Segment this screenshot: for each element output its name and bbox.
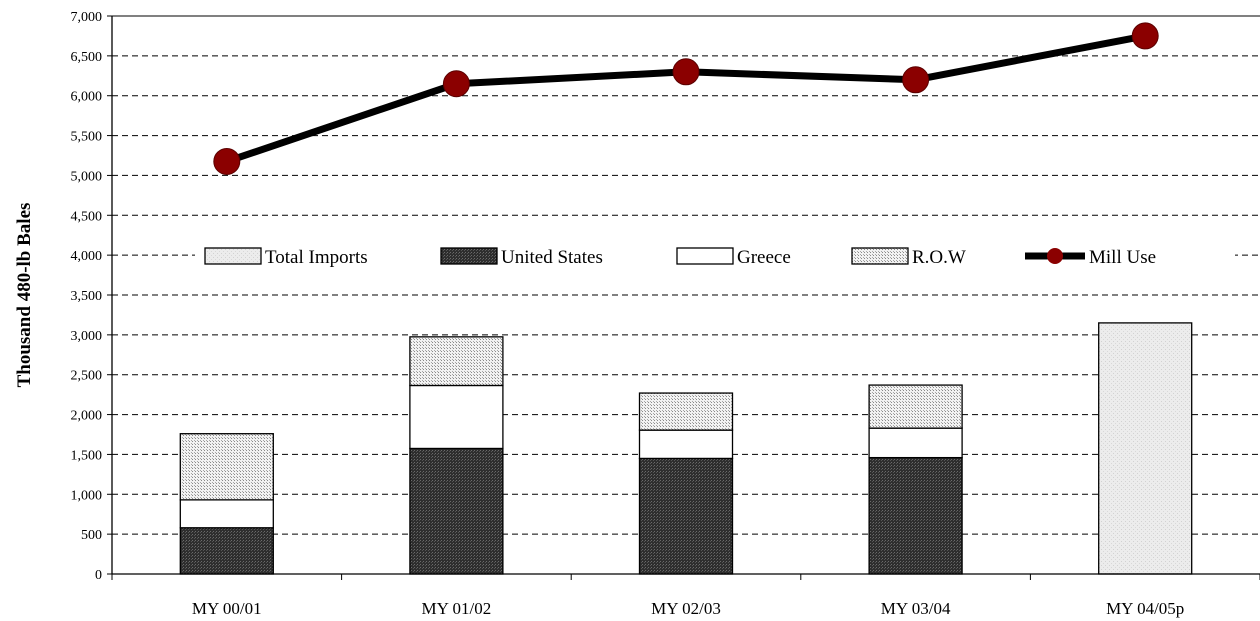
bar-greece-my-01-02: [409, 384, 504, 450]
y-tick-label: 1,000: [71, 488, 103, 503]
mill-use-point-my-01-02: [442, 70, 470, 98]
legend-marker-mill-use: [1047, 248, 1063, 264]
y-axis-title: Thousand 480-lb Bales: [14, 203, 35, 388]
mill-use-line-path: [225, 32, 1146, 165]
bar-united-states-my-02-03: [638, 457, 734, 575]
mill-use-point-my-03-04: [902, 66, 930, 94]
mill-use-point-my-00-01: [213, 147, 241, 175]
y-tick-label: 4,500: [71, 209, 103, 224]
mill-use-point-my-04-05p: [1131, 22, 1159, 50]
y-tick-label: 7,000: [71, 10, 103, 25]
bar-greece-my-00-01: [179, 499, 274, 529]
legend-swatch-greece: [676, 247, 734, 265]
legend-label-r-o-w: R.O.W: [912, 247, 966, 268]
bar-r-o-w-my-03-04: [868, 384, 963, 429]
mill-use-line: [213, 22, 1159, 175]
y-tick-label: 2,500: [71, 369, 103, 384]
y-tick-label: 5,000: [71, 169, 103, 184]
bar-r-o-w-my-02-03: [638, 392, 734, 431]
legend-swatch-total-imports: [204, 247, 262, 265]
y-tick-labels: 0 500 1,000 1,500 2,000 2,500 3,000 3,500 4,000 4…: [71, 10, 103, 583]
bar-greece-my-02-03: [638, 429, 734, 460]
legend-swatch-r-o-w: [851, 247, 909, 265]
legend-swatch-united-states: [440, 247, 498, 265]
bar-united-states-my-01-02: [409, 447, 504, 575]
bar-greece-my-03-04: [868, 427, 963, 459]
bars: [179, 322, 1193, 575]
x-category-label: MY 01/02: [422, 599, 492, 618]
x-category-label: MY 02/03: [651, 599, 721, 618]
y-tick-label: 6,500: [71, 50, 103, 65]
mill-use-point-my-02-03: [672, 58, 700, 86]
y-tick-label: 3,500: [71, 289, 103, 304]
legend-label-total-imports: Total Imports: [265, 247, 368, 268]
x-category-label: MY 03/04: [881, 599, 951, 618]
axes: [107, 15, 1260, 580]
y-tick-label: 3,000: [71, 329, 103, 344]
x-category-labels: MY 00/01 MY 01/02 MY 02/03 MY 03/04 MY 04/05…: [192, 599, 1184, 618]
bar-united-states-my-03-04: [868, 456, 963, 575]
bar-r-o-w-my-01-02: [409, 336, 504, 387]
y-tick-label: 1,500: [71, 448, 103, 463]
x-category-label: MY 00/01: [192, 599, 262, 618]
bar-r-o-w-my-00-01: [179, 433, 274, 501]
y-tick-label: 4,000: [71, 249, 103, 264]
y-tick-label: 6,000: [71, 90, 103, 105]
y-tick-label: 5,500: [71, 130, 103, 145]
y-tick-label: 2,000: [71, 409, 103, 424]
bar-united-states-my-00-01: [179, 527, 274, 575]
y-tick-label: 500: [81, 528, 102, 543]
legend: Total Imports United States Greece R.O.W Mil…: [195, 238, 1235, 274]
legend-label-greece: Greece: [737, 247, 791, 268]
legend-label-mill-use: Mill Use: [1089, 247, 1156, 268]
legend-label-united-states: United States: [501, 247, 603, 268]
x-category-label: MY 04/05p: [1106, 599, 1184, 618]
y-tick-label: 0: [95, 568, 102, 583]
bar-total-imports-my-04-05p: [1098, 322, 1193, 575]
